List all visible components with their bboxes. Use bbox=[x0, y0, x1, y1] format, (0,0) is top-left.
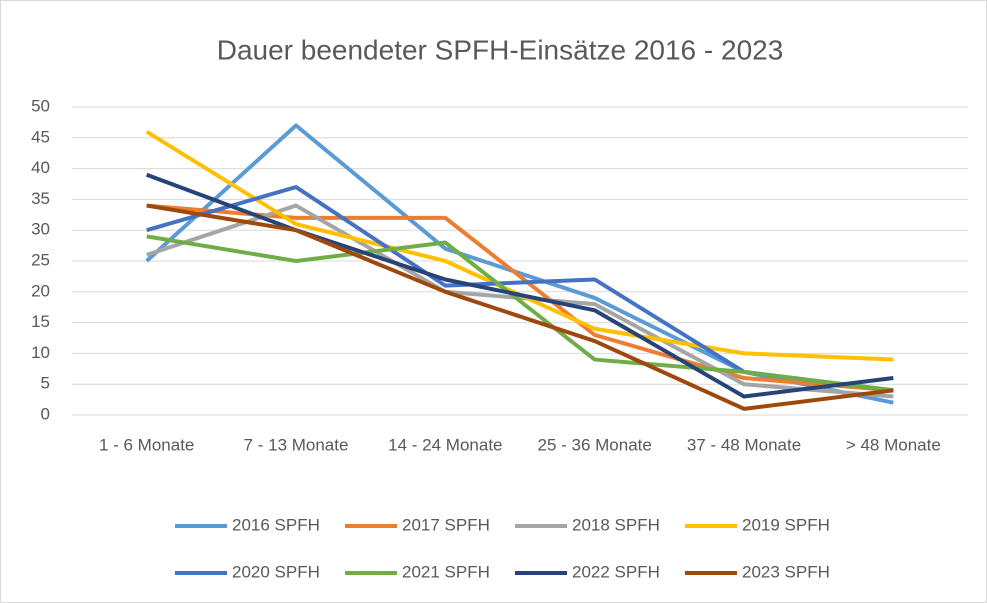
y-tick-label: 45 bbox=[31, 127, 50, 146]
chart-title: Dauer beendeter SPFH-Einsätze 2016 - 202… bbox=[217, 34, 784, 65]
series-line bbox=[146, 203, 894, 411]
series-line bbox=[145, 172, 894, 399]
x-tick-label: 25 - 36 Monate bbox=[537, 435, 651, 454]
legend-label: 2016 SPFH bbox=[232, 515, 320, 534]
x-tick-label: 1 - 6 Monate bbox=[99, 435, 194, 454]
series-line bbox=[146, 203, 894, 399]
y-tick-label: 15 bbox=[31, 312, 50, 331]
x-tick-label: 37 - 48 Monate bbox=[687, 435, 801, 454]
legend-label: 2019 SPFH bbox=[742, 515, 830, 534]
legend-label: 2022 SPFH bbox=[572, 562, 660, 581]
legend-label: 2020 SPFH bbox=[232, 562, 320, 581]
legend-label: 2023 SPFH bbox=[742, 562, 830, 581]
y-tick-label: 40 bbox=[31, 158, 50, 177]
y-tick-label: 25 bbox=[31, 250, 50, 269]
y-tick-label: 0 bbox=[41, 404, 50, 423]
y-tick-label: 20 bbox=[31, 281, 50, 300]
series-line bbox=[145, 123, 894, 405]
y-tick-label: 10 bbox=[31, 343, 50, 362]
x-tick-label: > 48 Monate bbox=[846, 435, 941, 454]
y-tick-label: 35 bbox=[31, 189, 50, 208]
x-tick-label: 7 - 13 Monate bbox=[244, 435, 349, 454]
x-tick-label: 14 - 24 Monate bbox=[388, 435, 502, 454]
series-line bbox=[146, 234, 894, 393]
legend-label: 2021 SPFH bbox=[402, 562, 490, 581]
legend-label: 2017 SPFH bbox=[402, 515, 490, 534]
legend-label: 2018 SPFH bbox=[572, 515, 660, 534]
y-tick-label: 30 bbox=[31, 220, 50, 239]
y-tick-label: 50 bbox=[31, 96, 50, 115]
y-tick-label: 5 bbox=[41, 374, 50, 393]
